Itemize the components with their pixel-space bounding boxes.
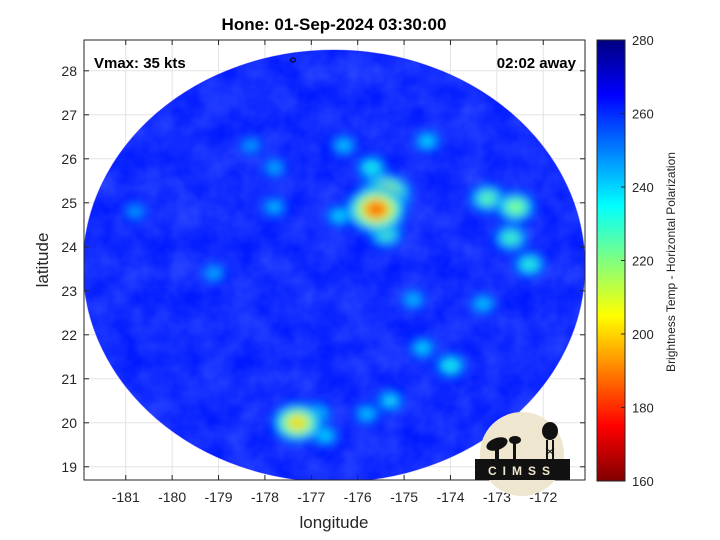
y-axis-ticks: 19 20 21 22 23 24 25 26 27 28 bbox=[61, 63, 585, 475]
feature-blob bbox=[364, 161, 380, 174]
colorbar-tick-label: 220 bbox=[632, 254, 654, 269]
y-tick-label: 19 bbox=[61, 459, 77, 475]
colorbar-tick-label: 180 bbox=[632, 401, 654, 416]
feature-blob bbox=[382, 395, 398, 407]
x-axis-ticks: -181 -180 -179 -178 -177 -176 -175 -174 -173 -172 bbox=[112, 40, 557, 505]
feature-blob bbox=[288, 415, 307, 430]
feature-blob bbox=[244, 140, 258, 151]
colorbar-tick-label: 240 bbox=[632, 180, 654, 195]
colorbar bbox=[596, 39, 626, 482]
feature-blob bbox=[128, 206, 142, 217]
chart-title: Hone: 01-Sep-2024 03:30:00 bbox=[222, 15, 447, 34]
colorbar-ticks: 160 180 200 220 240 260 280 bbox=[621, 33, 654, 489]
x-axis-label: longitude bbox=[299, 513, 368, 532]
cimss-logo: CIMSS bbox=[475, 412, 570, 496]
y-tick-label: 20 bbox=[61, 415, 77, 431]
feature-blob bbox=[406, 294, 421, 306]
feature-blob bbox=[267, 162, 282, 174]
feature-blob bbox=[267, 201, 282, 213]
feature-blob bbox=[502, 231, 519, 245]
colorbar-tick-label: 160 bbox=[632, 474, 654, 489]
colorbar-label: Brightness Temp - Horizontal Polarizatio… bbox=[664, 152, 678, 372]
x-tick-label: -178 bbox=[251, 489, 279, 505]
satellite-dish-icon bbox=[486, 436, 521, 461]
y-tick-label: 26 bbox=[61, 151, 77, 167]
feature-blob bbox=[366, 201, 387, 218]
swath-texture bbox=[84, 50, 585, 480]
feature-blob bbox=[206, 267, 221, 279]
feature-blob bbox=[336, 139, 351, 152]
x-tick-label: -181 bbox=[112, 489, 140, 505]
convection-features bbox=[123, 129, 546, 448]
plot-border bbox=[83, 39, 586, 481]
x-tick-label: -179 bbox=[205, 489, 233, 505]
vmax-annotation: Vmax: 35 kts bbox=[94, 55, 186, 72]
y-tick-label: 28 bbox=[61, 63, 77, 79]
y-tick-label: 22 bbox=[61, 327, 77, 343]
y-tick-label: 21 bbox=[61, 371, 77, 387]
time-offset-annotation: 02:02 away bbox=[497, 55, 577, 72]
x-tick-label: -180 bbox=[158, 489, 186, 505]
feature-blob bbox=[521, 258, 537, 271]
storm-center-marker bbox=[290, 57, 296, 63]
y-tick-label: 25 bbox=[61, 195, 77, 211]
y-tick-label: 24 bbox=[61, 239, 77, 255]
feature-blob bbox=[442, 359, 458, 372]
x-tick-label: -176 bbox=[344, 489, 372, 505]
y-axis-label: latitude bbox=[33, 233, 52, 288]
swath-image bbox=[84, 50, 585, 480]
x-tick-label: -174 bbox=[436, 489, 464, 505]
colorbar-tick-label: 260 bbox=[632, 107, 654, 122]
feature-blob bbox=[479, 192, 496, 205]
logo-text: CIMSS bbox=[488, 464, 556, 478]
water-tower-icon bbox=[542, 422, 558, 462]
y-tick-label: 27 bbox=[61, 107, 77, 123]
colorbar-tick-label: 280 bbox=[632, 33, 654, 48]
feature-blob bbox=[475, 298, 491, 310]
x-tick-label: -177 bbox=[297, 489, 325, 505]
feature-blob bbox=[331, 210, 347, 222]
x-tick-label: -173 bbox=[483, 489, 511, 505]
y-tick-label: 23 bbox=[61, 283, 77, 299]
feature-blob bbox=[359, 408, 375, 420]
x-tick-label: -175 bbox=[390, 489, 418, 505]
feature-blob bbox=[419, 135, 435, 147]
feature-blob bbox=[415, 342, 430, 354]
feature-blob bbox=[507, 200, 524, 214]
feature-blob bbox=[317, 430, 333, 442]
swath-edge bbox=[84, 49, 585, 480]
colorbar-tick-label: 200 bbox=[632, 327, 654, 342]
